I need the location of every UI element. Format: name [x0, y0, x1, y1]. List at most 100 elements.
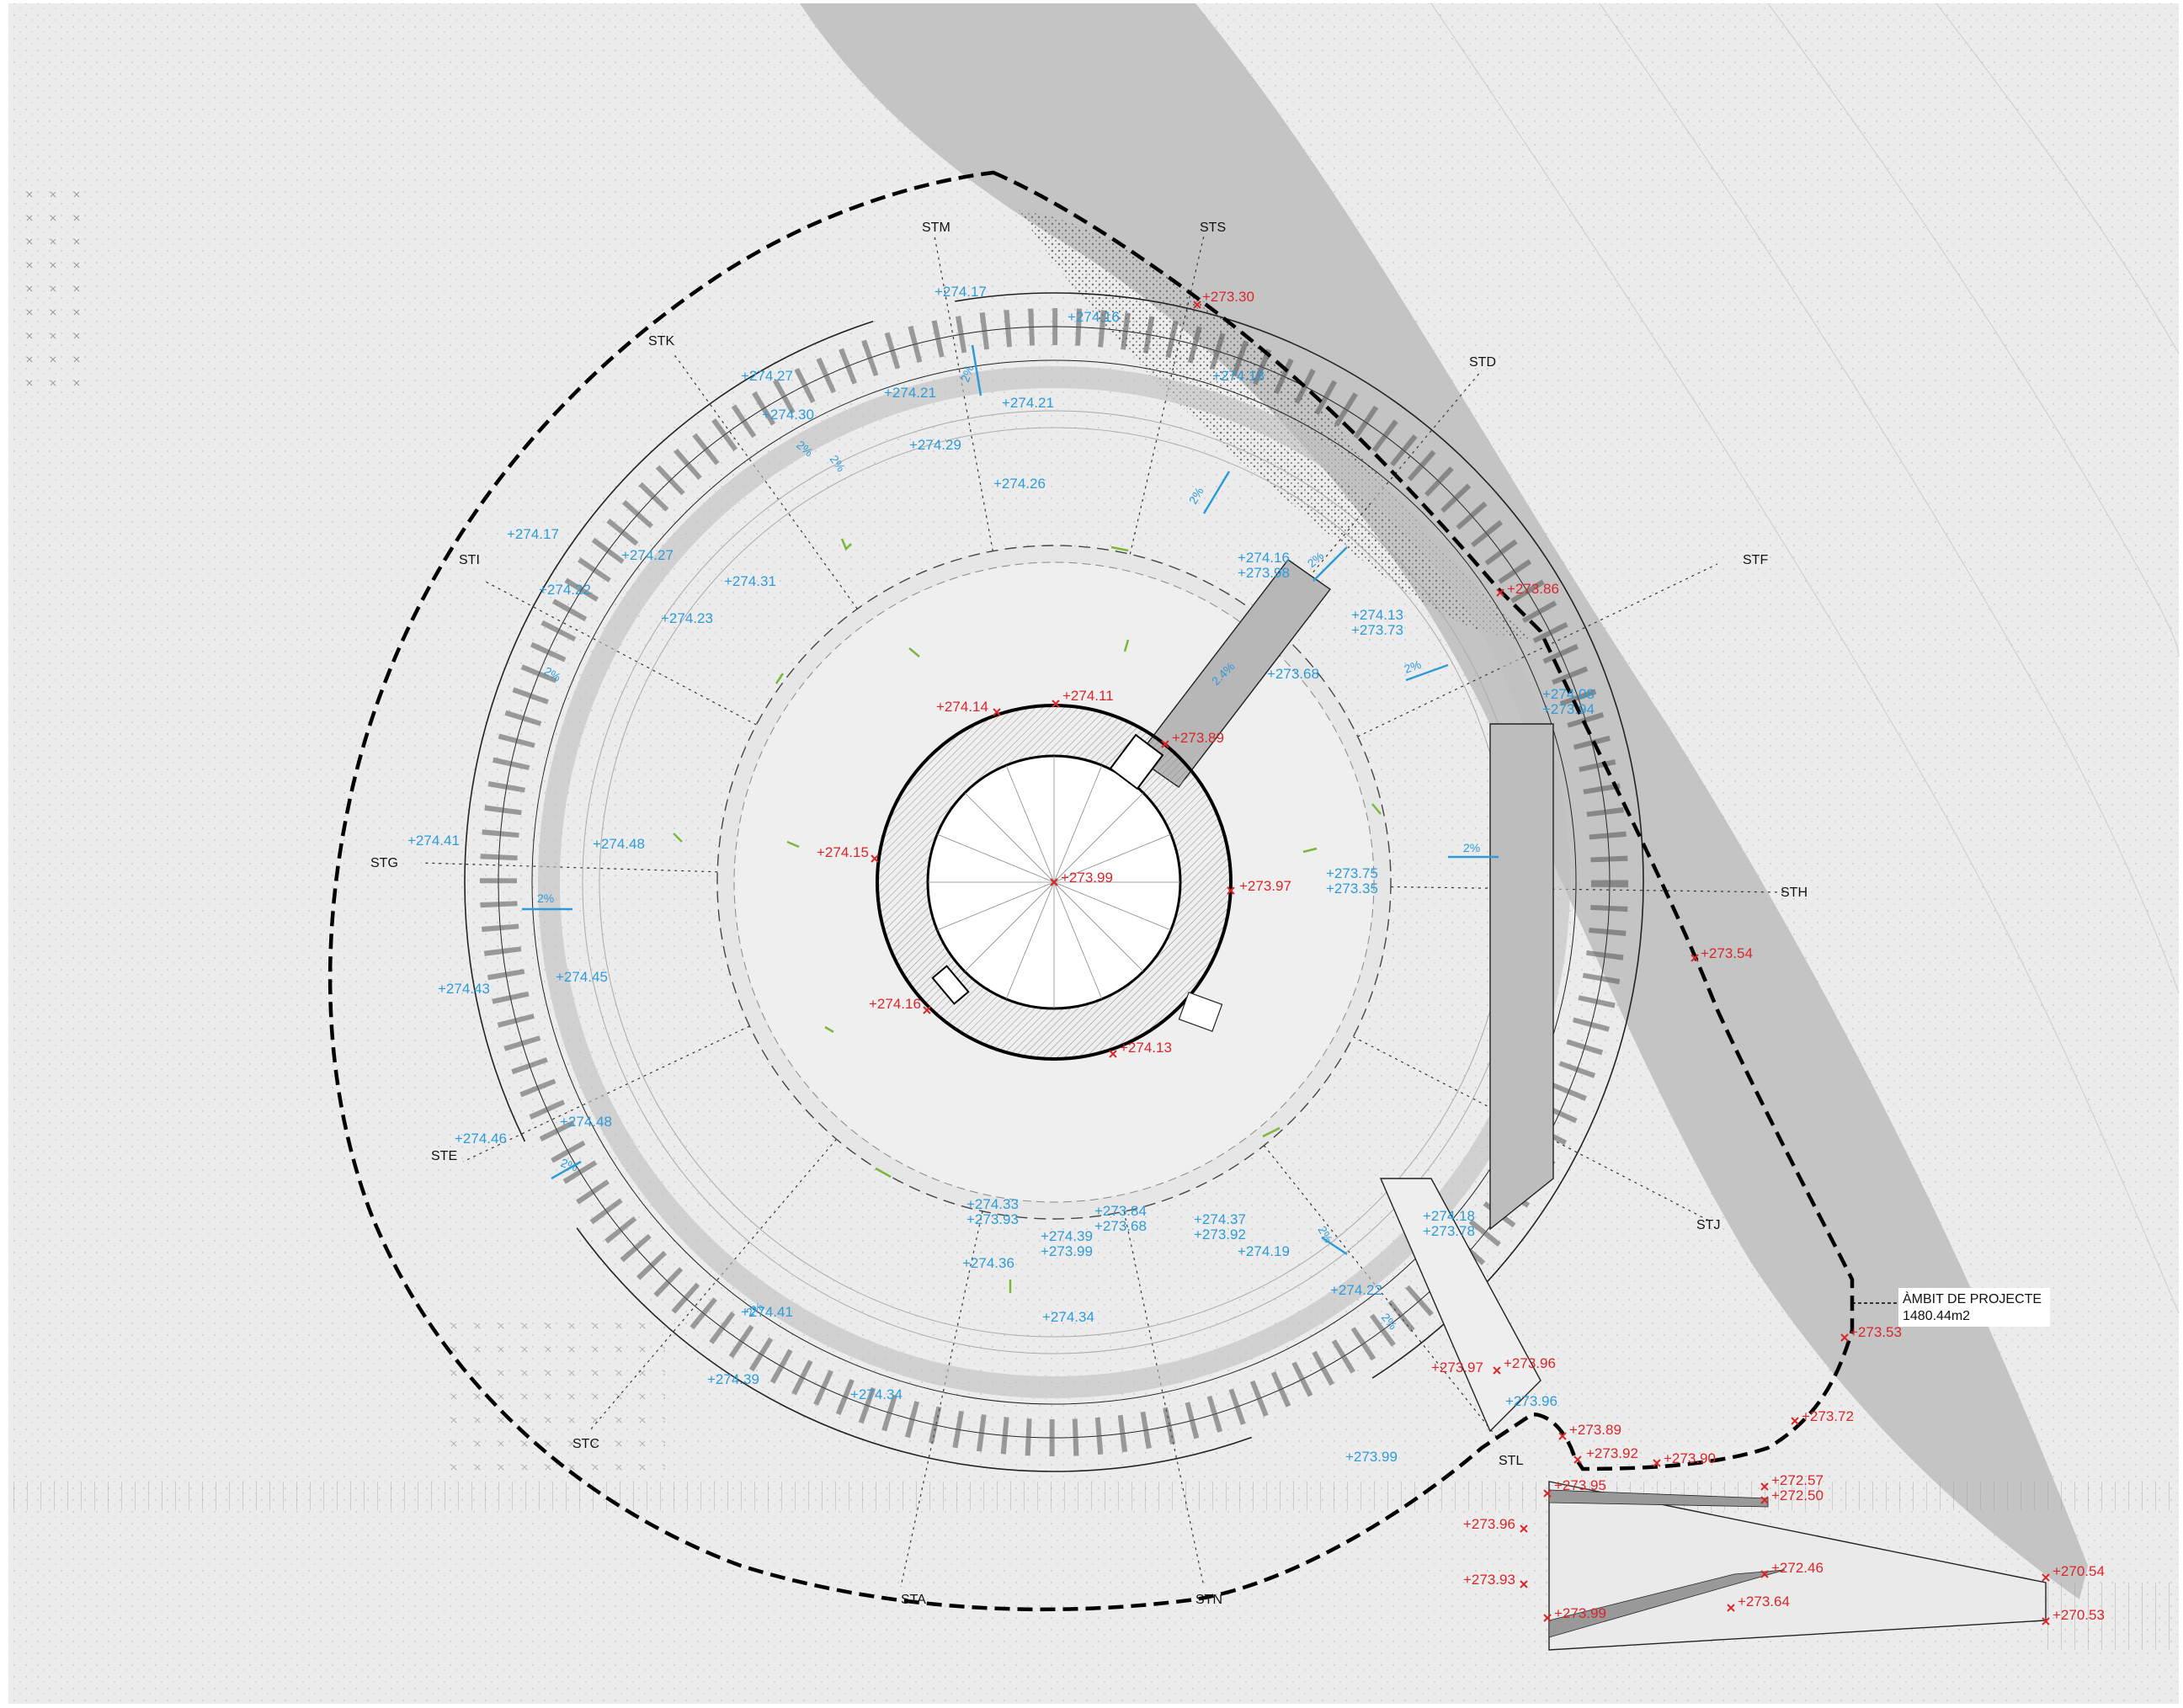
- level-blue: +273.78: [1423, 1223, 1475, 1239]
- section-label-sti: STI: [459, 553, 480, 567]
- level-red: +272.46: [1771, 1560, 1824, 1576]
- level-blue: +274.48: [560, 1114, 612, 1130]
- level-blue: +273.99: [1041, 1243, 1093, 1259]
- level-blue: +274.37: [1194, 1211, 1246, 1227]
- level-blue: +274.13: [1351, 607, 1403, 623]
- seat-blocks: [480, 308, 1628, 1456]
- project-boundary: [327, 170, 1855, 1612]
- level-blue: +273.68: [1267, 666, 1319, 682]
- level-red: +273.99: [1061, 870, 1113, 886]
- level-blue: +274.41: [407, 833, 460, 849]
- level-red: +273.53: [1850, 1324, 1902, 1340]
- level-red: +274.14: [936, 699, 988, 715]
- level-blue: +273.99: [1345, 1449, 1398, 1465]
- seat-ring-band: [538, 366, 1570, 1398]
- level-red: +273.54: [1701, 945, 1753, 961]
- level-blue: +273.96: [1505, 1393, 1557, 1409]
- section-label-stg: STG: [370, 856, 398, 870]
- level-blue: +274.27: [621, 547, 674, 563]
- level-red: +273.64: [1738, 1594, 1790, 1610]
- level-blue: +274.17: [507, 526, 559, 542]
- level-blue: +273.68: [1094, 1218, 1147, 1234]
- level-red: +273.97: [1431, 1359, 1483, 1375]
- red-level-markers: [871, 301, 2050, 1626]
- level-blue: +274.22: [539, 582, 591, 598]
- level-blue: +274.18: [1423, 1208, 1475, 1224]
- section-label-stn: STN: [1195, 1593, 1222, 1607]
- boundary-area: 1480.44m2: [1903, 1309, 1970, 1323]
- level-blue: +274.33: [966, 1196, 1019, 1212]
- blue-level-labels: +274.17 +274.16 +274.18 +274.27 +274.21 …: [407, 284, 1595, 1465]
- level-red: +274.13: [1120, 1040, 1172, 1056]
- level-red: +272.50: [1771, 1487, 1824, 1503]
- level-red: +273.97: [1239, 878, 1291, 894]
- slope-arrow-lines: [522, 344, 1499, 1256]
- slope-label: 2%: [958, 364, 977, 384]
- level-blue: +274.46: [455, 1131, 507, 1147]
- level-blue: +274.16: [1238, 550, 1290, 566]
- level-blue: +274.21: [1002, 395, 1054, 411]
- section-label-sts: STS: [1200, 221, 1226, 235]
- level-blue: +274.22: [1330, 1282, 1382, 1298]
- vegetation-hatch-west: [17, 185, 93, 404]
- slope-label: 2%: [559, 1156, 579, 1174]
- slope-label: 2%: [1463, 841, 1480, 854]
- level-red: +273.99: [1554, 1605, 1606, 1621]
- level-red: +273.92: [1586, 1445, 1638, 1461]
- road-curb-south: [1548, 1569, 1786, 1638]
- section-label-sta: STA: [901, 1593, 926, 1607]
- level-blue: +273.75: [1326, 865, 1378, 881]
- level-blue: +274.21: [884, 385, 936, 401]
- terrain-contours: [1430, 3, 2180, 1314]
- east-terrace-block: [1489, 723, 1554, 1231]
- section-label-stf: STF: [1743, 553, 1768, 567]
- level-blue: +274.08: [1542, 686, 1595, 702]
- section-labels: STA STC STD STE STF STG STH STI STJ STK …: [370, 221, 1808, 1607]
- section-label-ste: STE: [431, 1149, 457, 1163]
- section-label-sth: STH: [1781, 886, 1808, 900]
- level-blue: +273.73: [1351, 622, 1403, 638]
- level-blue: +274.18: [1212, 368, 1265, 384]
- level-blue: +274.48: [593, 836, 645, 852]
- level-blue: +274.34: [850, 1386, 902, 1402]
- section-label-std: STD: [1469, 355, 1496, 370]
- level-red: +273.93: [1463, 1572, 1515, 1588]
- slope-label: 2%: [537, 891, 554, 905]
- level-red: +273.96: [1463, 1516, 1515, 1532]
- core-door: [931, 965, 970, 1005]
- boundary-label: ÀMBIT DE PROJECTE: [1903, 1290, 2042, 1306]
- level-blue: +274.29: [909, 437, 961, 453]
- slope-label: 2%: [1403, 657, 1423, 676]
- level-red: +273.89: [1569, 1422, 1621, 1438]
- level-red: +273.89: [1172, 730, 1224, 746]
- level-blue: +274.41: [741, 1304, 793, 1320]
- level-blue: +274.36: [962, 1255, 1014, 1271]
- level-blue: +274.26: [993, 476, 1046, 492]
- level-red: +270.54: [2053, 1563, 2105, 1579]
- level-blue: +274.45: [556, 969, 608, 985]
- level-blue: +273.94: [1542, 701, 1595, 717]
- section-label-stm: STM: [922, 221, 950, 235]
- level-blue: +273.92: [1194, 1226, 1246, 1242]
- level-blue: +274.31: [724, 573, 776, 589]
- level-blue: +274.16: [1068, 309, 1120, 325]
- level-red: +273.95: [1554, 1477, 1606, 1493]
- south-east-path: [1379, 1178, 1541, 1433]
- level-blue: +274.23: [661, 610, 713, 626]
- level-red: +274.11: [1062, 688, 1114, 704]
- level-blue: +273.35: [1326, 881, 1378, 897]
- level-red: +274.15: [817, 844, 869, 860]
- boundary-label-box: [1898, 1288, 2050, 1327]
- section-label-stk: STK: [648, 334, 674, 349]
- level-blue: +274.27: [741, 368, 793, 384]
- road-band-east: [2037, 1583, 2179, 1650]
- section-label-stc: STC: [572, 1437, 599, 1451]
- level-red: +273.86: [1507, 581, 1559, 597]
- level-red: +273.90: [1664, 1450, 1716, 1466]
- level-blue: +274.30: [762, 407, 814, 423]
- road-band: [8, 1482, 2179, 1510]
- level-red: +274.16: [869, 996, 921, 1012]
- plaza-bench: [1178, 992, 1223, 1032]
- level-blue: +273.93: [966, 1211, 1019, 1227]
